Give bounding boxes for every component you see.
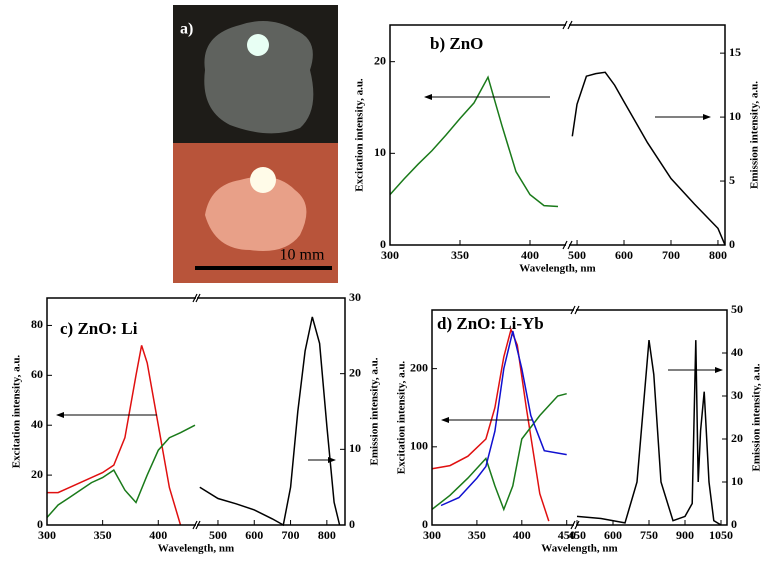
y-tick-label: 0 — [380, 237, 386, 251]
y-tick-label: 0 — [422, 517, 428, 531]
spot-bottom — [250, 167, 276, 193]
x-tick-label: 400 — [513, 528, 531, 542]
panel-title: b) ZnO — [430, 34, 483, 53]
panel-title: c) ZnO: Li — [60, 319, 138, 338]
y-tick-label: 20 — [374, 53, 386, 67]
x-axis-label: Wavelength, nm — [158, 543, 234, 555]
y-tick-label: 60 — [31, 367, 43, 381]
panel-label: a) — [180, 21, 193, 38]
x-tick-label: 600 — [615, 248, 633, 262]
x-tick-label: 1050 — [709, 528, 733, 542]
x-tick-label: 600 — [604, 528, 622, 542]
figure: a)10 mm30035040050060070080001020051015b… — [0, 0, 761, 562]
y-tick-label: 10 — [374, 145, 386, 159]
x-tick-label: 500 — [568, 248, 586, 262]
page: body { margin: 0; width: 761px; height: … — [0, 0, 761, 562]
spot-top — [247, 34, 269, 56]
x-tick-label: 600 — [245, 528, 263, 542]
y2-tick-label: 0 — [349, 517, 355, 531]
y-tick-label: 0 — [37, 517, 43, 531]
x-tick-label: 450 — [568, 528, 586, 542]
x-axis-label: Wavelength, nm — [519, 263, 595, 275]
x-tick-label: 350 — [451, 248, 469, 262]
x-tick-label: 400 — [149, 528, 167, 542]
y2-tick-label: 15 — [729, 45, 741, 59]
y2-tick-label: 10 — [731, 474, 743, 488]
x-tick-label: 400 — [521, 248, 539, 262]
series-line — [47, 425, 195, 517]
y2-tick-label: 10 — [729, 109, 741, 123]
y2-axis-label: Emission intensity, a.u. — [369, 357, 381, 465]
y2-tick-label: 40 — [731, 345, 743, 359]
y2-tick-label: 20 — [349, 365, 361, 379]
panel-title: d) ZnO: Li-Yb — [437, 314, 544, 333]
y2-tick-label: 30 — [731, 388, 743, 402]
x-axis-label: Wavelength, nm — [541, 543, 617, 555]
series-line — [47, 345, 181, 525]
axis-break-gap — [566, 23, 569, 27]
x-tick-label: 800 — [318, 528, 336, 542]
body: {"chart_data": [ {"type": "photo", "labe… — [0, 0, 761, 562]
y-axis-label: Excitation intensity, a.u. — [11, 355, 23, 469]
y2-tick-label: 5 — [729, 173, 735, 187]
y-tick-label: 40 — [31, 417, 43, 431]
y2-tick-label: 0 — [729, 237, 735, 251]
y2-tick-label: 50 — [731, 302, 743, 316]
y2-tick-label: 20 — [731, 431, 743, 445]
scale-label: 10 mm — [280, 247, 325, 264]
x-tick-label: 700 — [282, 528, 300, 542]
x-tick-label: 800 — [709, 248, 727, 262]
plot-frame — [390, 25, 725, 245]
x-tick-label: 750 — [640, 528, 658, 542]
series-line — [572, 72, 725, 245]
y2-tick-label: 30 — [349, 290, 361, 304]
y2-axis-label: Emission intensity, a.u. — [749, 81, 761, 189]
series-line — [432, 330, 549, 522]
y-axis-label: Excitation intensity, a.u. — [354, 78, 366, 192]
y-tick-label: 80 — [31, 317, 43, 331]
y2-tick-label: 10 — [349, 441, 361, 455]
y-tick-label: 200 — [410, 360, 428, 374]
series-line — [200, 317, 340, 525]
y2-axis-label: Emission intensity, a.u. — [751, 363, 761, 471]
y2-tick-label: 0 — [731, 517, 737, 531]
y-axis-label: Excitation intensity, a.u. — [396, 361, 408, 475]
x-tick-label: 350 — [468, 528, 486, 542]
x-tick-label: 500 — [209, 528, 227, 542]
axis-break-gap — [566, 243, 569, 247]
y-tick-label: 100 — [410, 439, 428, 453]
series-line — [577, 340, 721, 525]
x-tick-label: 700 — [662, 248, 680, 262]
plot-frame — [432, 310, 727, 525]
x-tick-label: 350 — [94, 528, 112, 542]
x-tick-label: 900 — [676, 528, 694, 542]
y-tick-label: 20 — [31, 467, 43, 481]
